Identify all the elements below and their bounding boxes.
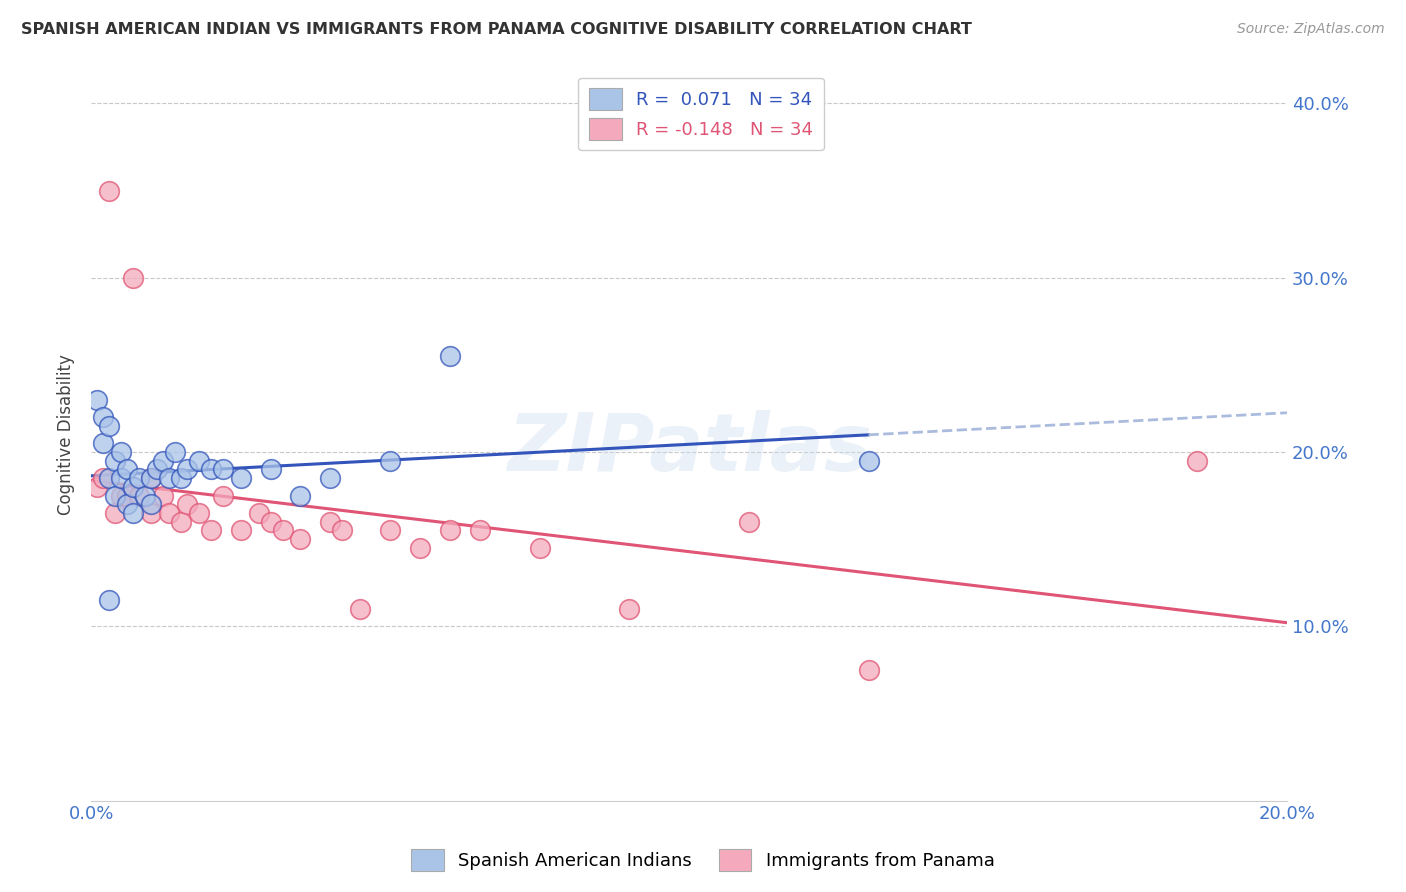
Point [122, 506, 145, 520]
Point [139, 471, 162, 485]
Point [170, 471, 193, 485]
Point [128, 489, 150, 503]
Point [115, 497, 138, 511]
Point [86, 392, 108, 407]
Point [139, 497, 162, 511]
Point [110, 445, 132, 459]
Legend: R =  0.071   N = 34, R = -0.148   N = 34: R = 0.071 N = 34, R = -0.148 N = 34 [578, 78, 824, 151]
Point [110, 471, 132, 485]
Point [738, 515, 761, 529]
Point [176, 462, 198, 476]
Point [468, 524, 491, 538]
Point [139, 506, 162, 520]
Point [104, 489, 127, 503]
Point [122, 270, 145, 285]
Point [319, 471, 342, 485]
Y-axis label: Cognitive Disability: Cognitive Disability [58, 354, 75, 515]
Point [409, 541, 432, 555]
Point [91, 436, 114, 450]
Point [187, 506, 209, 520]
Point [200, 462, 222, 476]
Point [104, 453, 127, 467]
Point [247, 506, 270, 520]
Point [271, 524, 294, 538]
Point [200, 524, 222, 538]
Legend: Spanish American Indians, Immigrants from Panama: Spanish American Indians, Immigrants fro… [404, 842, 1002, 879]
Point [229, 471, 252, 485]
Point [187, 453, 209, 467]
Point [229, 524, 252, 538]
Point [211, 462, 233, 476]
Point [139, 471, 162, 485]
Point [319, 515, 342, 529]
Point [858, 663, 880, 677]
Point [330, 524, 353, 538]
Point [378, 524, 401, 538]
Point [858, 453, 880, 467]
Point [259, 515, 281, 529]
Point [110, 489, 132, 503]
Point [157, 506, 180, 520]
Point [104, 506, 127, 520]
Point [349, 602, 371, 616]
Point [157, 471, 180, 485]
Point [259, 462, 281, 476]
Point [211, 489, 233, 503]
Point [1187, 453, 1209, 467]
Point [146, 462, 169, 476]
Point [86, 480, 108, 494]
Point [98, 593, 121, 607]
Point [122, 480, 145, 494]
Text: ZIPatlas: ZIPatlas [506, 410, 872, 488]
Text: Source: ZipAtlas.com: Source: ZipAtlas.com [1237, 22, 1385, 37]
Point [163, 445, 186, 459]
Point [128, 471, 150, 485]
Point [176, 497, 198, 511]
Point [98, 418, 121, 433]
Point [91, 471, 114, 485]
Point [439, 349, 461, 363]
Point [378, 453, 401, 467]
Point [170, 515, 193, 529]
Point [98, 184, 121, 198]
Point [290, 532, 312, 546]
Point [152, 489, 174, 503]
Point [619, 602, 641, 616]
Text: SPANISH AMERICAN INDIAN VS IMMIGRANTS FROM PANAMA COGNITIVE DISABILITY CORRELATI: SPANISH AMERICAN INDIAN VS IMMIGRANTS FR… [21, 22, 972, 37]
Point [439, 524, 461, 538]
Point [290, 489, 312, 503]
Point [91, 410, 114, 425]
Point [529, 541, 551, 555]
Point [115, 489, 138, 503]
Point [115, 462, 138, 476]
Point [98, 471, 121, 485]
Point [134, 489, 156, 503]
Point [152, 453, 174, 467]
